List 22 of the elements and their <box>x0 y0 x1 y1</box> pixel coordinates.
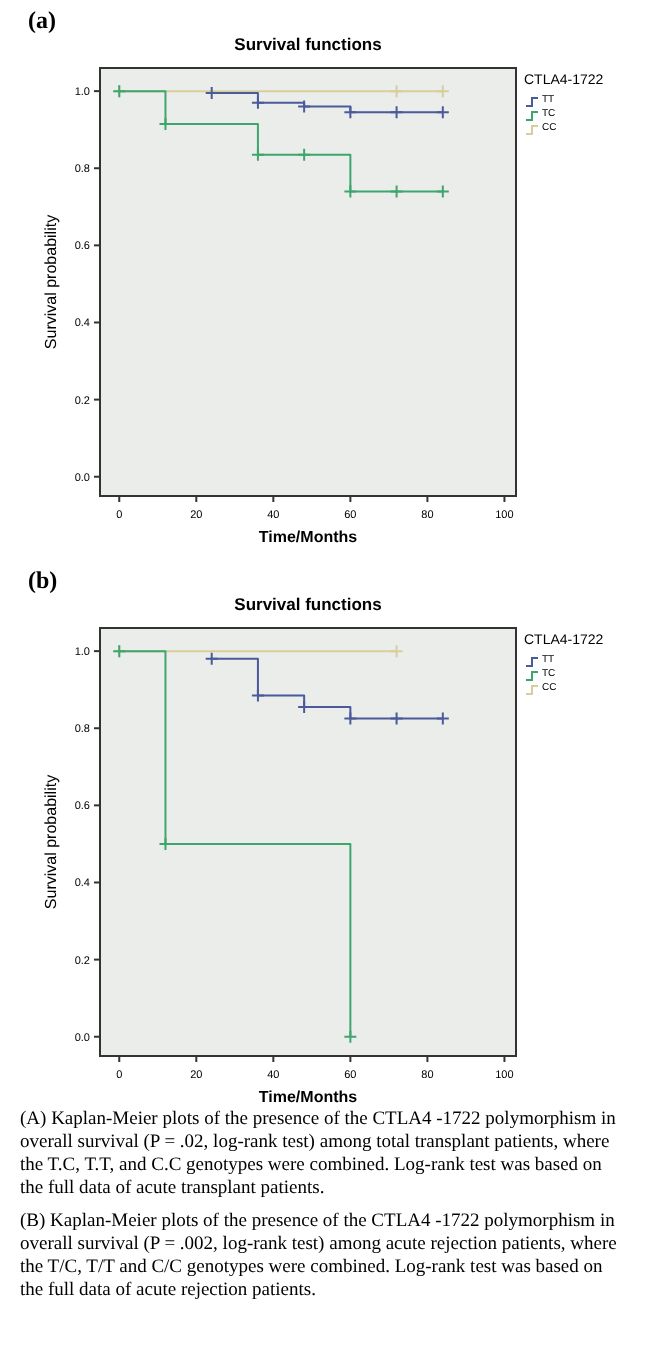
y-axis-title: Survival probability <box>42 774 60 910</box>
x-axis-title: Time/Months <box>258 1088 359 1106</box>
chart-title: Survival functions <box>234 594 383 614</box>
point <box>250 688 265 703</box>
chart-title: Survival functions <box>234 34 383 54</box>
point <box>250 147 265 162</box>
point <box>343 184 358 199</box>
point <box>389 105 404 120</box>
point <box>389 84 404 99</box>
x-axis-title: Time/Months <box>258 528 359 546</box>
y-axis-title: Survival probability <box>42 214 60 350</box>
point <box>343 105 358 120</box>
text: (b) <box>28 566 58 594</box>
point <box>297 147 312 162</box>
point <box>343 711 358 726</box>
point <box>389 184 404 199</box>
text: (B) Kaplan-Meier plots of the presence of the CTLA4 -1722 polymorphism in overall survival (P = .002, log-rank test) among acute rejection patients, where the T/C, T/T and C/C genotypes were combined. Log-rank test was based on the full data of acute rejection patients. <box>20 1212 617 1301</box>
point <box>297 99 312 114</box>
text: (A) Kaplan-Meier plots of the presence of the CTLA4 -1722 polymorphism in overall survival (P = .02, log-rank test) among total transplant patients, where the T.C, T.T, and C.C genotypes were combined. Log-rank test was based on the full data of acute transplant patients. <box>20 1110 617 1199</box>
point <box>389 711 404 726</box>
text: (a) <box>28 6 56 34</box>
point <box>250 95 265 110</box>
